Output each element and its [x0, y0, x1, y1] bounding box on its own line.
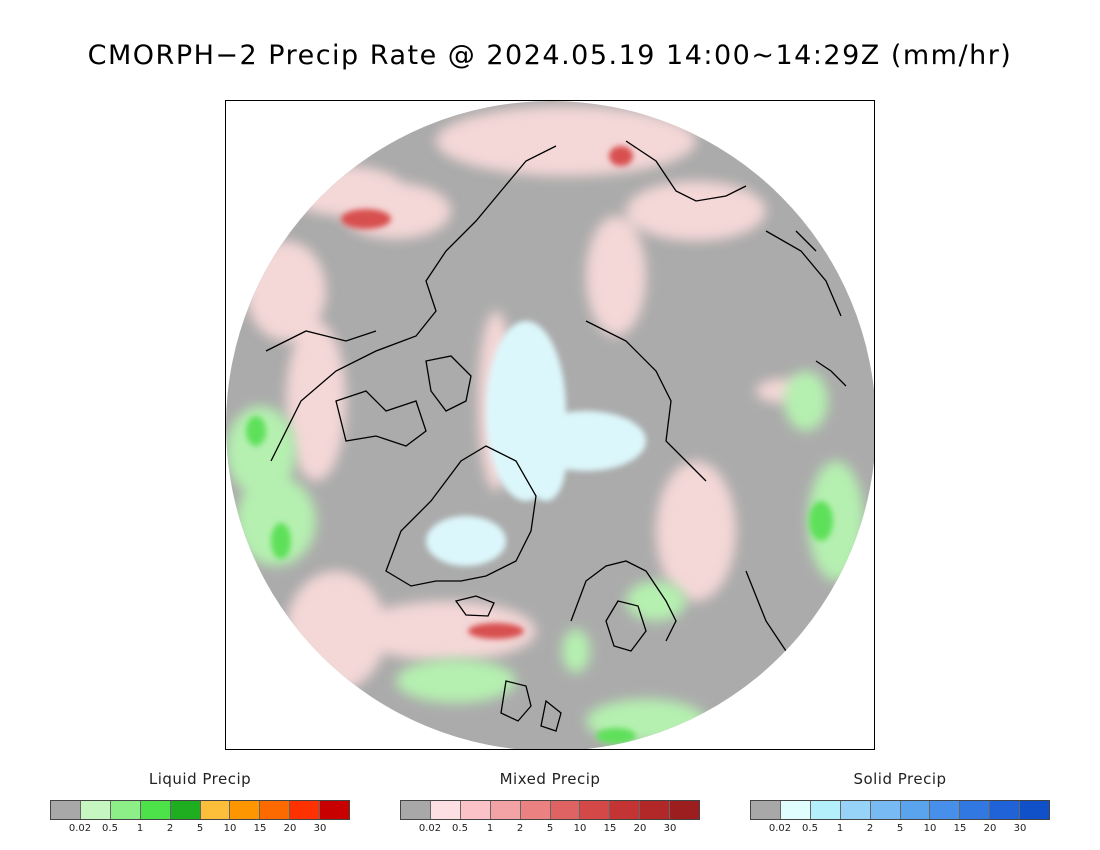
tick-label: 30	[663, 823, 677, 834]
legend-liquid-precip: Liquid Precip 0.02 0.5 1 2 5 10 15 20 30	[50, 770, 350, 837]
map-title: CMORPH−2 Precip Rate @ 2024.05.19 14:00~…	[87, 40, 1013, 71]
tick-label: 10	[573, 823, 587, 834]
color-swatch	[200, 801, 231, 819]
tick-label: 0.5	[802, 823, 818, 834]
color-swatch	[610, 801, 641, 819]
tick-label: 5	[546, 823, 554, 834]
tick-label: 0.02	[418, 823, 442, 834]
color-swatch	[580, 801, 611, 819]
color-swatch	[520, 801, 551, 819]
tick-label: 2	[866, 823, 874, 834]
tick-label: 15	[953, 823, 967, 834]
tick-label: 1	[486, 823, 494, 834]
tick-label: 0.02	[68, 823, 92, 834]
color-swatch	[320, 801, 350, 819]
color-swatch	[260, 801, 291, 819]
color-swatch	[751, 801, 781, 819]
tick-label: 0.5	[452, 823, 468, 834]
color-swatch	[930, 801, 961, 819]
tick-label: 2	[516, 823, 524, 834]
tick-label: 20	[283, 823, 297, 834]
tick-label: 2	[166, 823, 174, 834]
legend-mixed-precip: Mixed Precip 0.02 0.5 1 2 5 10 15 20 30	[400, 770, 700, 837]
color-swatch	[80, 801, 111, 819]
color-swatch	[51, 801, 81, 819]
color-swatch	[990, 801, 1021, 819]
tick-label: 5	[196, 823, 204, 834]
tick-label: 30	[313, 823, 327, 834]
color-swatch	[460, 801, 491, 819]
color-swatch	[780, 801, 811, 819]
tick-label: 15	[253, 823, 267, 834]
color-swatch	[670, 801, 700, 819]
tick-label: 30	[1013, 823, 1027, 834]
color-swatch	[140, 801, 171, 819]
liquid-precip-moderate	[246, 416, 833, 744]
color-swatch	[430, 801, 461, 819]
tick-labels-liquid: 0.02 0.5 1 2 5 10 15 20 30	[50, 823, 350, 837]
color-swatch	[900, 801, 931, 819]
legend-title-mixed: Mixed Precip	[499, 770, 601, 788]
mixed-precip-moderate	[341, 146, 633, 639]
color-swatch	[490, 801, 521, 819]
color-swatch	[960, 801, 991, 819]
color-swatch	[870, 801, 901, 819]
tick-label: 5	[896, 823, 904, 834]
legend-title-liquid: Liquid Precip	[148, 770, 252, 788]
tick-label: 10	[223, 823, 237, 834]
color-scale-solid	[750, 800, 1050, 820]
color-swatch	[290, 801, 321, 819]
map-canvas	[226, 101, 874, 749]
tick-label: 20	[983, 823, 997, 834]
legend-title-solid: Solid Precip	[853, 770, 947, 788]
color-swatch	[230, 801, 261, 819]
tick-label: 0.5	[102, 823, 118, 834]
color-swatch	[550, 801, 581, 819]
color-swatch	[810, 801, 841, 819]
color-swatch	[840, 801, 871, 819]
legend-solid-precip: Solid Precip 0.02 0.5 1 2 5 10 15 20 30	[750, 770, 1050, 837]
color-swatch	[1020, 801, 1050, 819]
tick-label: 15	[603, 823, 617, 834]
color-scale-mixed	[400, 800, 700, 820]
coastlines	[265, 140, 847, 732]
polar-precip-map	[225, 100, 875, 750]
tick-label: 1	[136, 823, 144, 834]
color-scale-liquid	[50, 800, 350, 820]
color-swatch	[110, 801, 141, 819]
tick-label: 20	[633, 823, 647, 834]
tick-label: 0.02	[768, 823, 792, 834]
color-swatch	[401, 801, 431, 819]
color-swatch	[170, 801, 201, 819]
tick-label: 1	[836, 823, 844, 834]
color-swatch	[640, 801, 671, 819]
tick-labels-solid: 0.02 0.5 1 2 5 10 15 20 30	[750, 823, 1050, 837]
tick-labels-mixed: 0.02 0.5 1 2 5 10 15 20 30	[400, 823, 700, 837]
tick-label: 10	[923, 823, 937, 834]
